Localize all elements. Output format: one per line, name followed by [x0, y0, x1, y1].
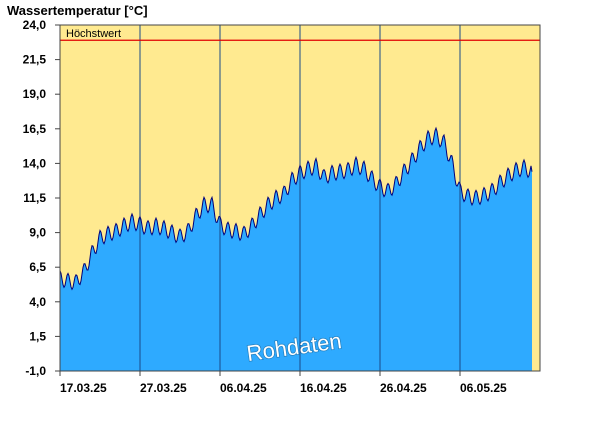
max-reference-label: Höchstwert: [66, 28, 121, 40]
y-tick-label: 4,0: [29, 295, 46, 309]
x-tick-label: 27.03.25: [140, 381, 187, 395]
y-axis: 24,0 21,5 19,0 16,5 14,0 11,5 9,0 6,5 4,0 1,5 -1,0: [23, 18, 60, 378]
x-tick-label: 16.04.25: [300, 381, 347, 395]
x-tick-label: 26.04.25: [380, 381, 427, 395]
y-tick-label: 6,5: [29, 260, 46, 274]
y-tick-label: 9,0: [29, 226, 46, 240]
plot-frame: [59, 24, 541, 372]
x-tick-label: 06.04.25: [220, 381, 267, 395]
y-tick-label: 11,5: [23, 191, 46, 205]
y-tick-label: -1,0: [25, 364, 46, 378]
temperature-area: [60, 128, 532, 371]
temperature-line: [59, 126, 533, 291]
y-tick-label: 24,0: [23, 18, 47, 32]
y-tick-label: 21,5: [23, 53, 47, 67]
y-tick-label: 19,0: [23, 87, 47, 101]
chart-title: Wassertemperatur [°C]: [7, 3, 148, 18]
week-separators: [139, 25, 461, 371]
x-tick-label: 06.05.25: [460, 381, 507, 395]
y-tick-label: 14,0: [23, 156, 47, 170]
y-tick-label: 16,5: [23, 122, 47, 136]
x-tick-label: 17.03.25: [60, 381, 107, 395]
y-tick-label: 1,5: [29, 329, 46, 343]
x-axis: 17.03.25 27.03.25 06.04.25 16.04.25 26.04.25…: [59, 371, 507, 395]
